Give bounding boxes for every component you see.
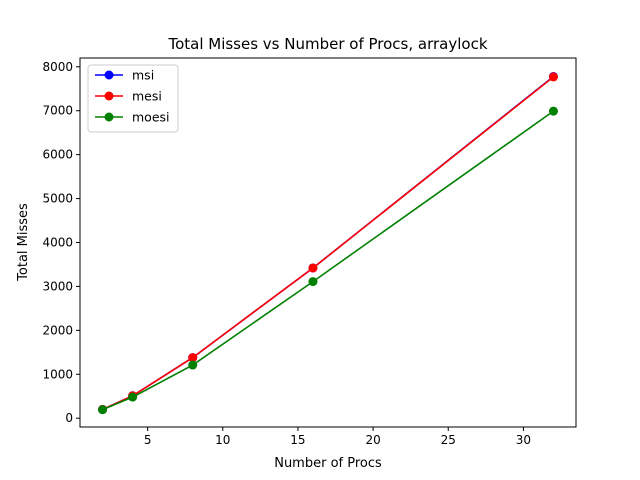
y-tick-label: 8000: [42, 60, 73, 74]
data-point-moesi: [188, 360, 198, 370]
legend-label: msi: [132, 68, 154, 83]
series-moesi: [98, 106, 558, 415]
x-tick-label: 15: [290, 433, 305, 447]
legend-item-mesi: mesi: [95, 89, 162, 104]
legend-swatch-marker: [104, 70, 114, 80]
y-axis-label: Total Misses: [16, 203, 31, 282]
x-tick-label: 30: [516, 433, 531, 447]
data-point-moesi: [128, 392, 138, 402]
data-point-mesi: [188, 353, 198, 363]
y-tick-label: 3000: [42, 279, 73, 293]
data-point-moesi: [308, 277, 318, 287]
legend-label: mesi: [132, 89, 162, 104]
x-tick-label: 10: [215, 433, 230, 447]
series-layer: [98, 71, 558, 415]
y-tick-label: 0: [65, 411, 73, 425]
data-point-mesi: [308, 263, 318, 273]
plot-frame: [79, 57, 577, 428]
data-point-mesi: [548, 72, 558, 82]
x-axis-label: Number of Procs: [274, 456, 382, 471]
legend-item-moesi: moesi: [95, 110, 170, 125]
chart-title: Total Misses vs Number of Procs, arraylo…: [167, 35, 487, 53]
data-point-moesi: [548, 106, 558, 116]
y-tick-label: 6000: [42, 148, 73, 162]
y-tick-label: 7000: [42, 104, 73, 118]
axis-ticks: 5 10 15 20 25 30 0 1000 2000 3000 4000 5000 6000 7000…: [42, 60, 531, 447]
legend-swatch-marker: [104, 91, 114, 101]
data-point-moesi: [98, 405, 108, 415]
legend: msi mesi moesi: [87, 64, 179, 133]
x-tick-label: 20: [365, 433, 380, 447]
y-tick-label: 5000: [42, 192, 73, 206]
y-tick-label: 2000: [42, 323, 73, 337]
legend-swatch-marker: [104, 112, 114, 122]
legend-item-msi: msi: [95, 68, 154, 83]
y-tick-label: 1000: [42, 367, 73, 381]
x-tick-label: 25: [441, 433, 456, 447]
legend-label: moesi: [132, 110, 170, 125]
y-tick-label: 4000: [42, 236, 73, 250]
x-tick-label: 5: [144, 433, 152, 447]
